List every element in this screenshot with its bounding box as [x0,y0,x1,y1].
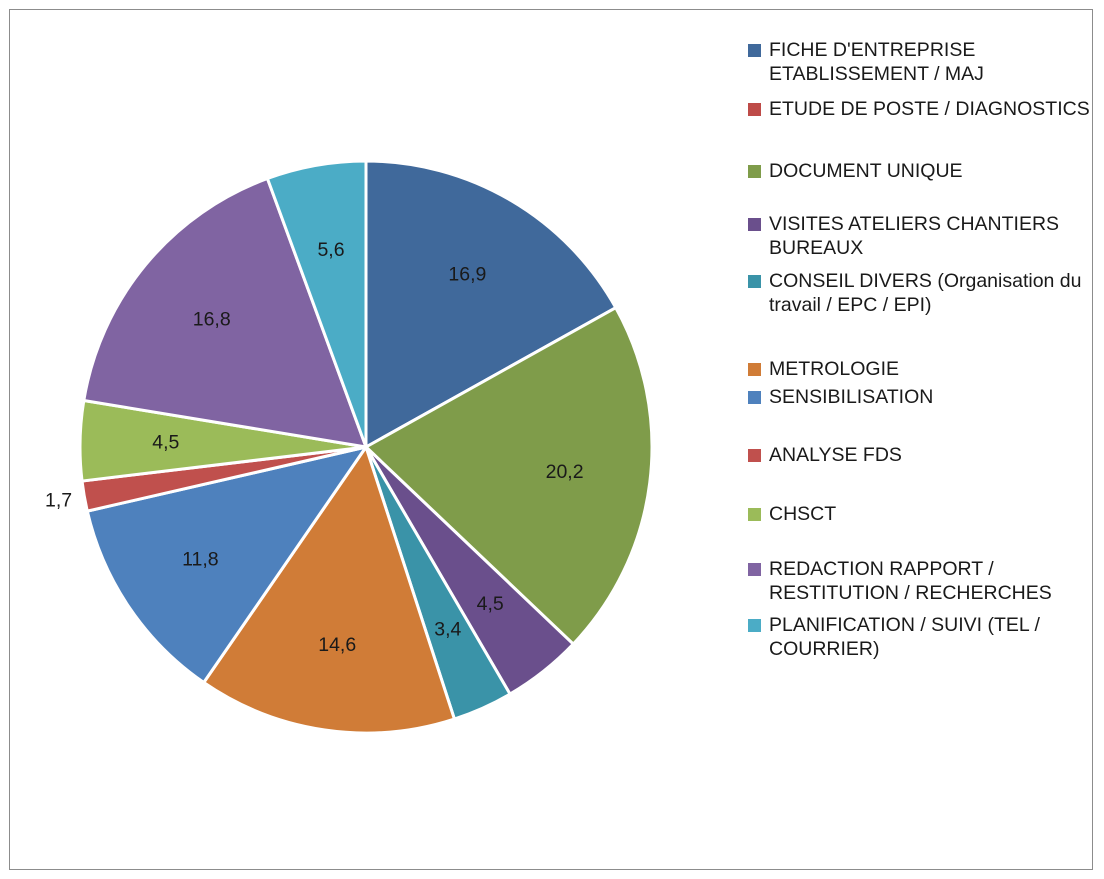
pie-slice-redaction-rapport-restitution-recherches [82,177,368,449]
legend-swatch [748,103,761,116]
legend-label: DOCUMENT UNIQUE [769,160,963,182]
data-label-fiche-d-entreprise-etablissement-maj: 16,9 [448,263,486,285]
pie-slice-planification-suivi-tel-courrier [265,159,368,449]
data-label-metrologie: 14,6 [318,634,356,656]
legend-label: REDACTION RAPPORT / RESTITUTION / RECHER… [769,558,1052,604]
pie-slices [78,159,654,735]
pie-slice-sensibilisation [85,445,368,685]
legend-swatch [748,44,761,57]
legend-swatch [748,449,761,462]
legend-swatch [748,218,761,231]
legend-swatch [748,275,761,288]
legend-label: FICHE D'ENTREPRISE ETABLISSEMENT / MAJ [769,39,984,85]
pie-slice-document-unique [364,306,654,646]
data-label-analyse-fds: 1,7 [45,490,72,512]
legend-swatch [748,363,761,376]
pie-data-labels: 16,9 20,2 4,5 3,4 14,6 11,8 1,7 4,5 16,8 5,6 [45,239,584,656]
data-label-planification-suivi-tel-courrier: 5,6 [317,239,344,261]
pie-slice-metrologie [202,445,456,735]
legend-label: PLANIFICATION / SUIVI (TEL / COURRIER) [769,614,1040,660]
data-label-document-unique: 20,2 [546,461,584,483]
data-label-redaction-rapport-restitution-recherches: 16,8 [193,308,231,330]
legend-label: CHSCT [769,503,837,525]
legend-swatch [748,391,761,404]
legend-swatch [748,165,761,178]
legend-swatch [748,563,761,576]
legend-label: ANALYSE FDS [769,444,902,466]
data-label-visites-ateliers-chantiers-bureaux: 4,5 [477,593,504,615]
legend-label: ETUDE DE POSTE / DIAGNOSTICS [769,98,1090,120]
legend-label: SENSIBILISATION [769,386,934,408]
legend-label: VISITES ATELIERS CHANTIERS BUREAUX [769,213,1060,259]
legend-swatch [748,619,761,632]
legend-label: METROLOGIE [769,358,900,380]
data-label-chsct: 4,5 [152,432,179,454]
data-label-conseil-divers-organisation-du-travail-epc-epi: 3,4 [434,619,461,641]
legend-label: CONSEIL DIVERS (Organisation du travail … [769,270,1082,316]
pie-slice-fiche-d-entreprise-etablissement-maj [364,159,618,449]
legend-swatch [748,508,761,521]
data-label-sensibilisation: 11,8 [182,549,219,571]
